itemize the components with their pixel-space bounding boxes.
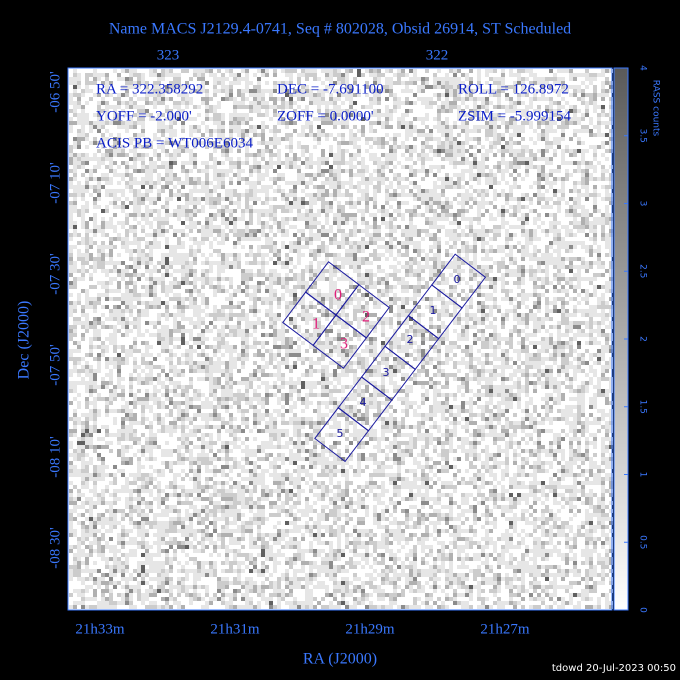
bottom-tick-label: 21h27m [480, 621, 530, 637]
image-frame [67, 67, 613, 611]
colorbar-tick-label: 2 [638, 336, 648, 342]
top-tick-label: 322 [426, 47, 449, 63]
chip [312, 314, 368, 369]
chip [314, 407, 370, 463]
chip-label: 2 [407, 333, 414, 346]
noise-level [69, 69, 613, 609]
chip-label: 0 [334, 287, 342, 304]
chip-label: 2 [362, 309, 370, 326]
info-zoff: ZOFF = 0.0000' [277, 108, 374, 124]
chip-label: 4 [360, 396, 367, 409]
footer: tdowd 20-Jul-2023 00:50 [552, 663, 676, 674]
colorbar-tick-label: 4 [638, 65, 648, 71]
noise-level [69, 69, 613, 609]
chip-label: 1 [312, 316, 320, 333]
left-tick-label: -08 30' [47, 527, 63, 569]
left-tick-label: -07 30' [47, 253, 63, 295]
noise [69, 69, 613, 609]
y-axis-label: Dec (J2000) [16, 301, 33, 380]
colorbar-tick-label: 2.5 [638, 264, 648, 278]
info-yoff: YOFF = -2.000' [96, 108, 192, 124]
colorbar-tick-label: 3.5 [638, 129, 648, 143]
noise-level [73, 69, 613, 605]
bottom-tick-label: 21h33m [75, 621, 125, 637]
x-axis-label: RA (J2000) [303, 651, 377, 668]
info-zsim: ZSIM = -5.999154 [458, 108, 572, 124]
left-tick-label: -07 10' [47, 162, 63, 204]
left-tick-label: -06 50' [47, 71, 63, 113]
chip-label: 3 [340, 336, 348, 353]
chip-label: 5 [337, 427, 344, 440]
chip-label: 0 [454, 273, 461, 286]
info-ra: RA = 322.358292 [96, 81, 203, 97]
info-roll: ROLL = 126.8972 [458, 81, 569, 97]
acis-i-array [282, 261, 390, 369]
bottom-tick-label: 21h29m [345, 621, 395, 637]
left-tick-label: -08 10' [47, 436, 63, 478]
chip-label: 3 [383, 366, 390, 379]
title: Name MACS J2129.4-0741, Seq # 802028, Ob… [109, 21, 571, 38]
acis-s-array [314, 253, 487, 463]
info-dec: DEC = -7.691100 [277, 81, 384, 97]
chip-label: 1 [430, 304, 437, 317]
colorbar-tick-label: 0 [638, 607, 648, 613]
noise-level [69, 69, 613, 609]
left-tick-label: -07 50' [47, 344, 63, 386]
colorbar-tick-label: 3 [638, 201, 648, 207]
top-tick-label: 323 [157, 47, 180, 63]
colorbar-tick-label: 0.5 [638, 535, 648, 549]
bottom-tick-label: 21h31m [210, 621, 260, 637]
info-acis-pb: ACIS PB = WT006E6034 [96, 135, 253, 151]
colorbar-label: RASS counts [651, 80, 661, 137]
colorbar-tick-label: 1 [638, 472, 648, 478]
colorbar-tick-label: 1.5 [638, 400, 648, 414]
